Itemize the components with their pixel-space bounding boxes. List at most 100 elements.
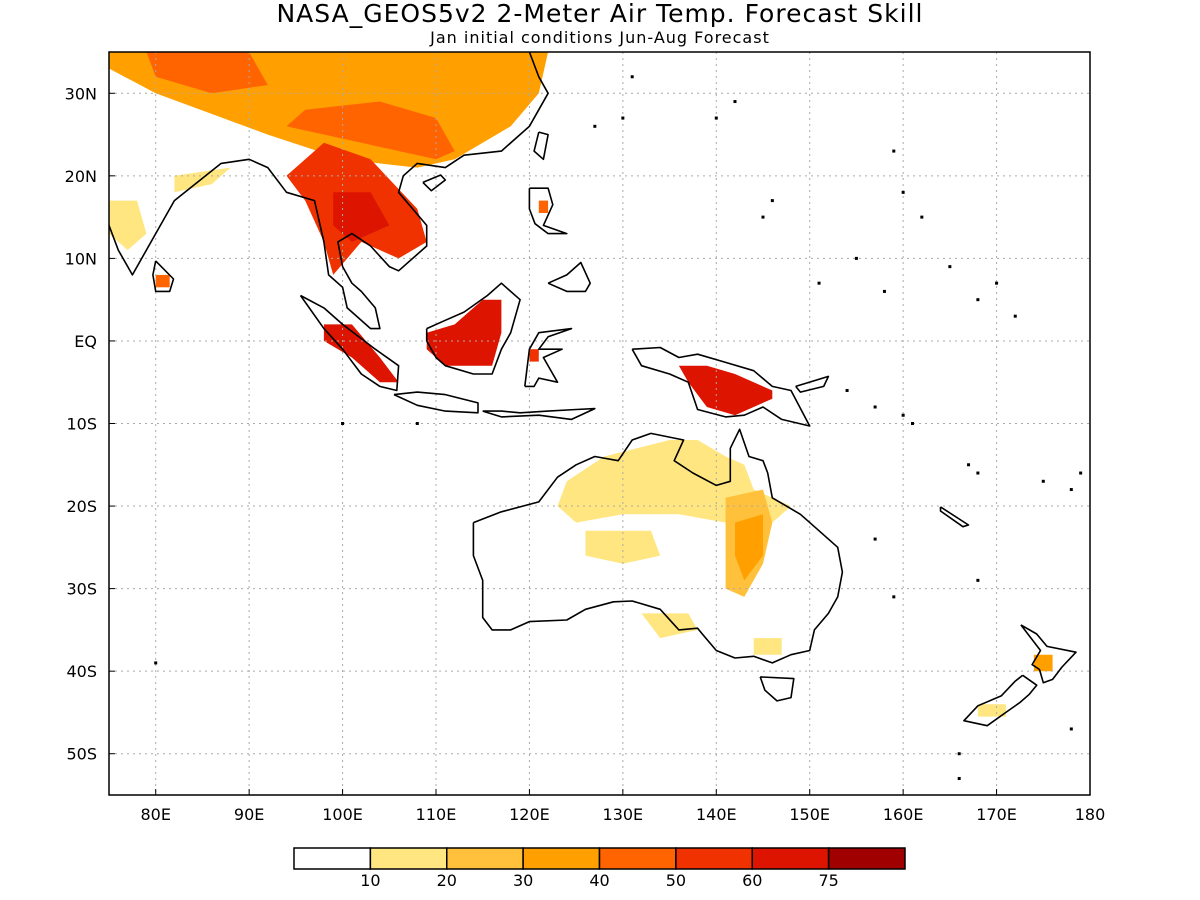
skill-region-20 <box>977 704 1006 717</box>
skill-region-5 <box>109 200 147 251</box>
coastline-10 <box>422 174 447 192</box>
skill-region-2 <box>146 52 268 94</box>
colorbar-swatch-0 <box>293 847 372 870</box>
island-27 <box>154 661 158 665</box>
y-tick-label-4: 10S <box>66 415 97 434</box>
coastline-13 <box>472 428 844 664</box>
skill-region-19 <box>1033 654 1053 672</box>
island-17 <box>1041 479 1045 483</box>
skill-region-7 <box>155 274 170 288</box>
island-29 <box>415 422 419 425</box>
x-tick-label-9: 170E <box>976 805 1017 824</box>
x-tick-label-4: 120E <box>509 805 550 824</box>
map-subtitle: Jan initial conditions Jun-Aug Forecast <box>430 28 770 47</box>
y-tick-label-1: 20N <box>65 167 97 186</box>
y-tick-label-7: 40S <box>66 662 97 681</box>
island-28 <box>341 422 345 425</box>
colorbar-swatch-6 <box>751 847 830 870</box>
coastline-8 <box>547 261 592 293</box>
x-tick-label-5: 130E <box>603 805 644 824</box>
gridlines <box>109 52 1090 795</box>
island-13 <box>733 100 737 104</box>
x-axis-ticks: 80E 90E 100E 110E 120E 130E 140E 150E 160E 170E 18… <box>140 789 1105 824</box>
skill-region-1 <box>286 101 455 160</box>
x-tick-label-1: 90E <box>234 805 264 824</box>
skill-region-14 <box>585 530 661 564</box>
coastline-1 <box>152 260 175 293</box>
coastline-5 <box>425 282 521 375</box>
colorbar-swatch-5 <box>675 847 753 870</box>
skill-region-17 <box>641 613 698 639</box>
island-8 <box>882 289 886 293</box>
coastline-9 <box>533 131 549 161</box>
island-15 <box>621 116 625 120</box>
coastline-7 <box>528 187 568 235</box>
colorbar-label-3: 40 <box>589 871 609 890</box>
island-0 <box>892 149 896 153</box>
colorbar-label-2: 30 <box>513 871 533 890</box>
island-11 <box>770 199 774 203</box>
coastline-15 <box>1020 624 1077 684</box>
x-tick-label-8: 160E <box>883 805 924 824</box>
y-tick-label-6: 30S <box>66 580 97 599</box>
colorbar-label-4: 50 <box>666 871 686 890</box>
y-axis-ticks: 30N 20N 10N EQ 10S 20S 30S 40S 50S <box>65 84 115 764</box>
island-10 <box>761 215 765 219</box>
island-5 <box>995 281 999 285</box>
y-tick-label-2: 10N <box>65 249 97 268</box>
x-tick-label-10: 180 <box>1075 805 1106 824</box>
x-tick-label-2: 100E <box>322 805 363 824</box>
colorbar-swatch-1 <box>369 847 448 870</box>
island-4 <box>948 265 952 269</box>
island-18 <box>1069 488 1073 492</box>
coastline-16 <box>963 674 1038 727</box>
skill-region-18 <box>753 638 782 655</box>
coastline-17 <box>939 506 970 528</box>
island-31 <box>892 595 896 599</box>
island-34 <box>1069 727 1073 731</box>
island-6 <box>1013 314 1017 318</box>
island-22 <box>901 413 905 417</box>
y-tick-label-0: 30N <box>65 84 97 103</box>
coastline-0 <box>109 52 549 330</box>
coastline-14 <box>759 676 795 702</box>
island-7 <box>976 298 980 302</box>
skill-region-8 <box>323 324 399 383</box>
skill-region-6 <box>174 167 231 193</box>
colorbar-swatch-4 <box>598 847 677 870</box>
skill-region-10 <box>529 349 539 362</box>
skill-region-4 <box>333 192 390 242</box>
island-2 <box>920 215 924 219</box>
coastline-6 <box>524 327 573 388</box>
coastline-11 <box>631 346 811 427</box>
coastline-3 <box>393 391 479 414</box>
island-12 <box>714 116 718 120</box>
y-tick-label-5: 20S <box>66 497 97 516</box>
island-23 <box>873 405 877 409</box>
colorbar-label-1: 20 <box>437 871 457 890</box>
island-26 <box>873 537 877 541</box>
map-title: NASA_GEOS5v2 2-Meter Air Temp. Forecast … <box>276 0 924 28</box>
island-9 <box>817 281 821 285</box>
island-1 <box>901 190 905 194</box>
island-3 <box>854 256 858 260</box>
y-tick-label-8: 50S <box>66 745 97 764</box>
island-20 <box>976 471 980 475</box>
coastlines-layer <box>109 52 1083 780</box>
island-19 <box>1079 471 1083 475</box>
skill-shading-layer <box>109 52 1053 717</box>
island-33 <box>957 776 961 780</box>
island-30 <box>976 578 980 582</box>
skill-region-16 <box>735 514 763 581</box>
coastline-4 <box>482 407 596 421</box>
x-tick-label-7: 150E <box>789 805 830 824</box>
colorbar: 10 20 30 40 50 60 75 <box>293 847 906 890</box>
y-tick-label-3: EQ <box>74 332 97 351</box>
island-21 <box>967 463 971 467</box>
island-24 <box>910 422 914 425</box>
skill-region-11 <box>538 200 549 213</box>
island-16 <box>593 124 597 128</box>
x-tick-label-3: 110E <box>416 805 457 824</box>
colorbar-label-5: 60 <box>742 871 762 890</box>
